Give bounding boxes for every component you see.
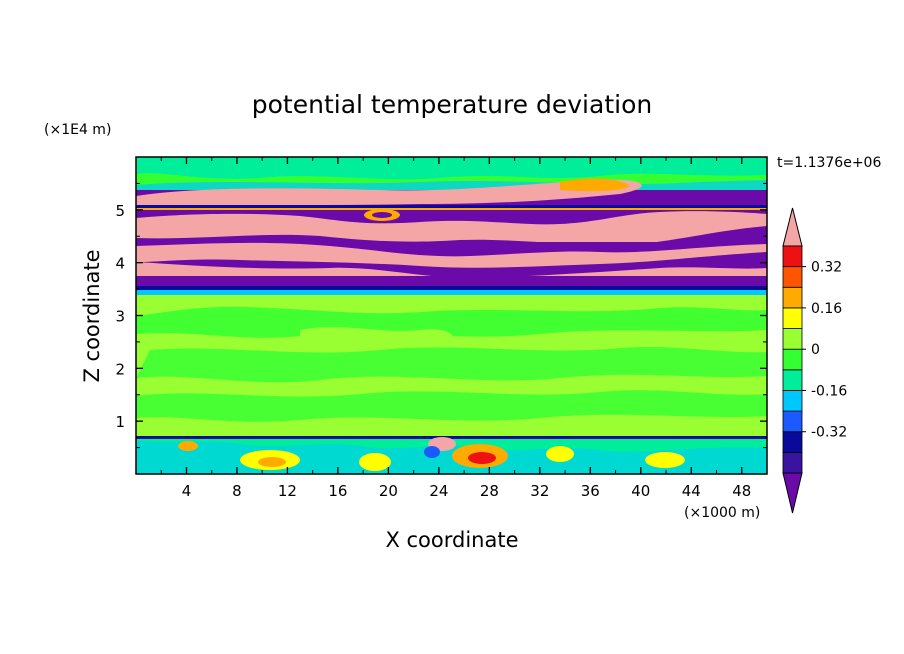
colorbar-label: 0.16	[811, 301, 842, 317]
x-tick-label: 12	[278, 482, 297, 500]
colorbar-swatch	[782, 369, 803, 391]
x-tick-label: 28	[480, 482, 499, 500]
mid-lime-patch	[300, 327, 453, 348]
layer-orange-top	[560, 178, 630, 192]
x-tick-label: 24	[429, 482, 448, 500]
y-tick-label: 1	[115, 413, 125, 431]
layer-pink-low	[136, 242, 767, 268]
x-tick-label: 32	[530, 482, 549, 500]
x-tick-label: 8	[232, 482, 242, 500]
mid-light-patch-2	[136, 347, 767, 383]
y-unit-label: (×1E4 m)	[44, 122, 111, 138]
surface-anomaly-2	[359, 453, 391, 471]
colorbar-swatch	[782, 390, 803, 412]
x-tick-marks: 4 8 12 16 20 24 28 32 36 40 44 48	[160, 157, 751, 500]
surface-anomaly-1-core	[258, 457, 286, 467]
mid-light-patch-3	[136, 390, 767, 422]
time-label: t=1.1376e+06	[777, 155, 881, 171]
x-tick-label: 16	[328, 482, 347, 500]
x-axis-label: X coordinate	[385, 528, 518, 552]
y-tick-label: 3	[115, 308, 125, 326]
colorbar-label: -0.32	[811, 425, 847, 441]
layer-pink-top	[136, 179, 642, 206]
y-tick-label: 2	[115, 360, 125, 378]
plot-area	[136, 157, 767, 474]
layer-orange-thin	[136, 208, 767, 211]
anomaly-pink-20-core	[372, 212, 392, 218]
colorbar-swatch	[782, 410, 803, 433]
colorbar-swatch	[782, 328, 803, 350]
x-tick-label: 44	[682, 482, 701, 500]
surface-anomaly-7	[424, 446, 440, 458]
x-tick-label: 4	[182, 482, 192, 500]
x-unit-label: (×1000 m)	[684, 505, 760, 521]
surface-anomaly-6	[645, 452, 685, 468]
surface-anomaly-8	[178, 441, 198, 451]
layer-blue-bottom	[136, 286, 767, 290]
colorbar-swatch	[782, 266, 803, 288]
surface-anomaly-4-core	[468, 452, 496, 464]
x-tick-label: 36	[581, 482, 600, 500]
surface-anomaly-5	[546, 446, 574, 462]
layer-blue-thin	[136, 205, 767, 209]
colorbar-label: 0.32	[811, 260, 842, 276]
upper-band-cyan	[136, 157, 767, 180]
mid-light-patch-1	[136, 306, 767, 338]
y-tick-label: 4	[115, 255, 125, 273]
y-axis-label: Z coordinate	[80, 249, 104, 382]
colorbar-label: -0.16	[811, 383, 847, 399]
chart-title: potential temperature deviation	[252, 90, 652, 119]
layer-pink-mid	[136, 211, 767, 245]
colorbar-swatch	[782, 451, 803, 474]
colorbar-swatch	[782, 431, 803, 453]
colorbar-swatch	[782, 307, 803, 329]
x-tick-label: 20	[379, 482, 398, 500]
colorbar-extend-low	[782, 472, 803, 514]
x-tick-label: 40	[631, 482, 650, 500]
colorbar: 0.32 0.16 0 -0.16 -0.32	[782, 207, 847, 514]
colorbar-swatch	[782, 286, 803, 309]
y-tick-marks: 1 2 3 4 5	[115, 182, 767, 449]
surface-blue-line	[136, 436, 767, 439]
layer-purple-bottom	[136, 276, 767, 288]
layer-cyan-bottom	[136, 290, 767, 295]
colorbar-swatch	[782, 245, 803, 268]
x-tick-label: 48	[732, 482, 751, 500]
colorbar-label: 0	[811, 342, 820, 358]
colorbar-swatch	[782, 348, 803, 371]
y-tick-label: 5	[115, 202, 125, 220]
colorbar-extend-high	[782, 207, 803, 247]
